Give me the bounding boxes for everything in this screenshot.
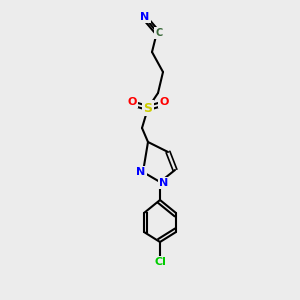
Text: Cl: Cl: [154, 257, 166, 267]
Text: N: N: [136, 167, 146, 177]
Text: O: O: [127, 97, 137, 107]
Text: C: C: [155, 28, 163, 38]
Text: O: O: [159, 97, 169, 107]
Text: N: N: [159, 178, 169, 188]
Text: N: N: [140, 12, 150, 22]
Text: S: S: [143, 101, 152, 115]
